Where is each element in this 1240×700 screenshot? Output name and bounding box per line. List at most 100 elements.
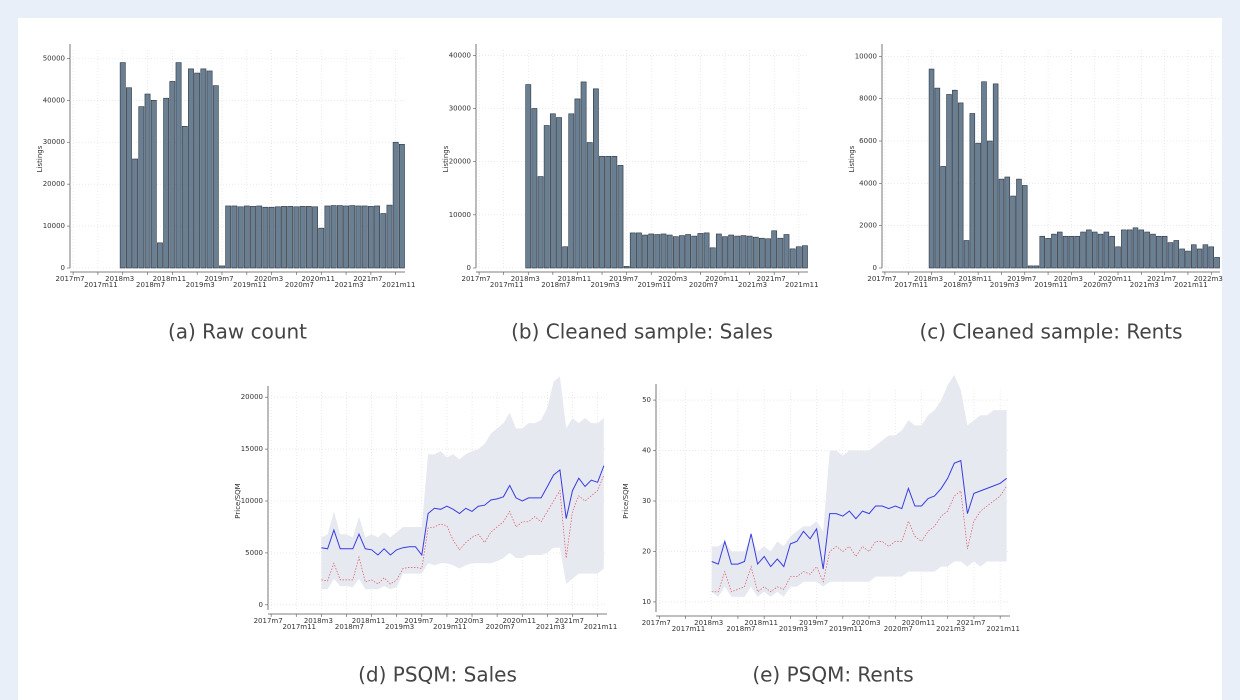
x-tick-label: 2019m7 (404, 617, 433, 625)
x-tick-label: 2019m3 (779, 625, 808, 633)
bar (343, 205, 349, 269)
bar (593, 88, 599, 269)
bar (617, 165, 624, 269)
bar (200, 68, 207, 269)
bar (287, 206, 294, 269)
bar (1091, 231, 1098, 269)
bar (1115, 246, 1121, 269)
y-tick-label: 20 (642, 547, 651, 555)
y-tick-label: 0 (61, 264, 65, 272)
x-tick-label: 2021m3 (335, 281, 364, 289)
x-tick-label: 2020m11 (301, 275, 335, 283)
x-tick-label: 2021m7 (956, 619, 985, 627)
bar (1016, 178, 1022, 269)
x-tick-label: 2017m11 (84, 281, 118, 289)
y-tick-label: 30000 (43, 138, 65, 146)
x-tick-label: 2018m11 (558, 275, 592, 283)
y-tick-label: 4000 (859, 179, 877, 187)
bar (163, 97, 170, 269)
series-line (321, 474, 605, 585)
bar (795, 246, 802, 269)
x-tick-label: 2020m7 (689, 281, 718, 289)
bar (256, 205, 263, 269)
bar (1144, 231, 1150, 269)
bar (1086, 229, 1092, 269)
bar (928, 68, 935, 269)
y-tick-label: 5000 (245, 549, 263, 557)
y-tick-label: 20000 (241, 393, 263, 401)
x-tick-label: 2021m7 (1147, 275, 1176, 283)
bar (660, 233, 667, 269)
bar (398, 144, 405, 269)
bar (549, 113, 556, 269)
x-tick-label: 2021m11 (1174, 281, 1208, 289)
bar (783, 234, 790, 269)
bar (237, 206, 244, 269)
bar (194, 72, 201, 269)
x-tick-label: 2021m7 (757, 275, 786, 283)
x-tick-label: 2018m3 (304, 617, 333, 625)
bar (981, 81, 987, 269)
x-tick-label: 2020m7 (486, 623, 515, 631)
y-tick-label: 10000 (449, 211, 471, 219)
y-tick-label: 10000 (241, 497, 263, 505)
bar (952, 89, 958, 269)
bar (126, 87, 132, 269)
y-axis-label: Price/SQM (622, 483, 630, 518)
bar (802, 245, 808, 269)
bar (1132, 227, 1139, 269)
range-band (711, 374, 1007, 597)
bar (1080, 231, 1086, 269)
x-tick-label: 2018m7 (943, 281, 972, 289)
bar (1173, 240, 1180, 269)
bar (206, 70, 213, 269)
bar (543, 125, 550, 269)
x-tick-label: 2018m3 (511, 275, 540, 283)
x-tick-label: 2019m3 (186, 281, 215, 289)
bar (611, 156, 618, 269)
x-tick-label: 2019m7 (609, 275, 638, 283)
bar (386, 204, 393, 269)
bar (1109, 235, 1115, 269)
bar (225, 205, 232, 269)
bar (132, 158, 139, 269)
bar (722, 236, 728, 269)
bar (1033, 265, 1040, 269)
x-tick-label: 2019m7 (1007, 275, 1036, 283)
bar (1062, 235, 1069, 269)
y-tick-label: 2000 (859, 222, 877, 230)
bar (144, 93, 151, 269)
bar (703, 232, 710, 269)
x-tick-label: 2021m11 (584, 623, 618, 631)
y-tick-label: 0 (467, 264, 471, 272)
bar (361, 205, 368, 269)
x-tick-label: 2020m11 (705, 275, 739, 283)
y-axis-label: Listings (848, 145, 856, 172)
y-tick-label: 50000 (43, 54, 65, 62)
x-tick-label: 2017m7 (254, 617, 283, 625)
x-tick-label: 2020m7 (285, 281, 314, 289)
y-tick-label: 10000 (855, 52, 877, 60)
y-tick-label: 40000 (43, 96, 65, 104)
bar (1214, 257, 1220, 269)
bar (752, 236, 759, 269)
bar (697, 233, 704, 269)
bar (992, 83, 999, 269)
bar (1179, 248, 1185, 269)
y-tick-label: 20000 (449, 158, 471, 166)
y-tick-label: 10000 (43, 222, 65, 230)
y-axis-label: Listings (36, 145, 44, 172)
x-tick-label: 2020m7 (884, 625, 913, 633)
bar (1068, 235, 1075, 269)
bar (1167, 242, 1174, 269)
bar (349, 205, 356, 269)
caption: (d) PSQM: Sales (358, 663, 517, 687)
x-tick-label: 2018m7 (541, 281, 570, 289)
x-tick-label: 2021m11 (986, 625, 1020, 633)
x-tick-label: 2017m7 (642, 619, 671, 627)
bar (1103, 231, 1110, 269)
y-tick-label: 0 (259, 601, 263, 609)
bar (691, 235, 698, 269)
bar (580, 81, 587, 269)
